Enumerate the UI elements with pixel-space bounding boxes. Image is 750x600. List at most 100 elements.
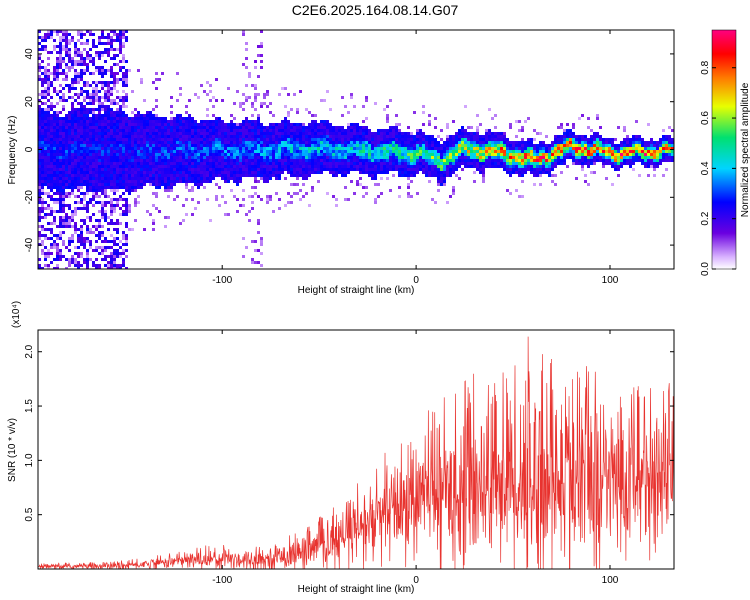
spectrogram-cell — [116, 54, 119, 57]
spectrogram-cell — [122, 180, 125, 183]
spectrogram-cell — [77, 48, 80, 51]
spectrogram-cell — [485, 159, 488, 162]
spectrogram-cell — [119, 198, 122, 201]
spectrogram-cell — [455, 147, 458, 150]
spectrogram-cell — [77, 252, 80, 255]
spectrogram-cell — [41, 48, 44, 51]
spectrogram-cell — [116, 72, 119, 75]
spectrogram-cell — [83, 111, 86, 114]
spectrogram-cell — [119, 195, 122, 198]
spectrogram-cell — [347, 150, 350, 153]
spectrogram-cell — [176, 132, 179, 135]
spectrogram-cell — [461, 147, 464, 150]
spectrogram-cell — [62, 39, 65, 42]
spectrogram-cell — [170, 156, 173, 159]
spectrogram-cell — [521, 147, 524, 150]
spectrogram-cell — [362, 147, 365, 150]
spectrogram-cell — [89, 144, 92, 147]
spectrogram-cell — [380, 150, 383, 153]
spectrogram-cell — [86, 135, 89, 138]
spectrogram-cell — [107, 162, 110, 165]
spectrogram-cell — [443, 183, 446, 186]
spectrogram-cell — [476, 132, 479, 135]
spectrogram-cell — [92, 141, 95, 144]
spectrogram-cell — [215, 132, 218, 135]
spectrogram-cell — [476, 159, 479, 162]
spectrogram-cell — [50, 213, 53, 216]
spectrogram-cell — [293, 135, 296, 138]
spectrogram-cell — [407, 132, 410, 135]
spectrogram-cell — [524, 165, 527, 168]
spectrogram-cell — [50, 186, 53, 189]
spectrogram-cell — [308, 132, 311, 135]
spectrogram-cell — [488, 147, 491, 150]
spectrogram-cell — [155, 171, 158, 174]
spectrogram-cell — [449, 156, 452, 159]
spectrogram-cell — [509, 174, 512, 177]
spectrogram-cell — [317, 132, 320, 135]
spectrogram-cell — [131, 126, 134, 129]
spectrogram-cell — [431, 159, 434, 162]
spectrogram-cell — [113, 114, 116, 117]
spectrogram-cell — [350, 123, 353, 126]
spectrogram-cell — [668, 159, 671, 162]
spectrogram-cell — [317, 156, 320, 159]
spectrogram-cell — [74, 111, 77, 114]
spectrogram-cell — [152, 219, 155, 222]
spectrogram-cell — [428, 174, 431, 177]
spectrogram-cell — [209, 126, 212, 129]
spectrogram-cell — [119, 48, 122, 51]
spectrogram-cell — [548, 171, 551, 174]
spectrogram-cell — [476, 153, 479, 156]
spectrogram-cell — [101, 252, 104, 255]
spectrogram-cell — [38, 57, 41, 60]
spectrogram-cell — [80, 33, 83, 36]
spectrogram-cell — [392, 129, 395, 132]
spectrogram-cell — [71, 213, 74, 216]
spectrogram-cell — [92, 33, 95, 36]
spectrogram-cell — [50, 147, 53, 150]
spectrogram-cell — [560, 138, 563, 141]
spectrogram-cell — [137, 114, 140, 117]
spectrogram-cell — [509, 162, 512, 165]
spectrogram-cell — [122, 126, 125, 129]
spectrogram-cell — [59, 216, 62, 219]
spectrogram-cell — [662, 150, 665, 153]
spectrogram-cell — [350, 93, 353, 96]
spectrogram-cell — [137, 129, 140, 132]
spectrogram-cell — [611, 144, 614, 147]
spectrogram-cell — [455, 159, 458, 162]
spectrogram-cell — [116, 63, 119, 66]
spectrogram-cell — [620, 165, 623, 168]
spectrogram-cell — [134, 204, 137, 207]
spectrogram-cell — [566, 165, 569, 168]
spectrogram-cell — [665, 153, 668, 156]
spectrogram-cell — [359, 159, 362, 162]
spectrogram-cell — [98, 165, 101, 168]
spectrogram-cell — [464, 138, 467, 141]
spectrogram-cell — [554, 162, 557, 165]
spectrogram-cell — [83, 117, 86, 120]
spectrogram-cell — [347, 147, 350, 150]
spectrogram-cell — [170, 153, 173, 156]
spectrogram-cell — [122, 234, 125, 237]
spectrogram-cell — [122, 141, 125, 144]
spectrogram-cell — [119, 153, 122, 156]
spectrogram-cell — [98, 72, 101, 75]
spectrogram-cell — [530, 168, 533, 171]
spectrogram-cell — [521, 195, 524, 198]
spectrogram-cell — [257, 147, 260, 150]
spectrogram-cell — [50, 168, 53, 171]
spectrogram-cell — [581, 162, 584, 165]
spectrogram-cell — [404, 135, 407, 138]
spectrogram-cell — [515, 135, 518, 138]
spectrogram-cell — [524, 168, 527, 171]
spectrogram-cell — [92, 72, 95, 75]
spectrogram-cell — [497, 150, 500, 153]
spectrogram-cell — [242, 129, 245, 132]
spectrogram-cell — [254, 153, 257, 156]
spectrogram-cell — [56, 198, 59, 201]
spectrogram-cell — [278, 177, 281, 180]
spectrogram-cell — [44, 192, 47, 195]
spectrogram-cell — [89, 171, 92, 174]
